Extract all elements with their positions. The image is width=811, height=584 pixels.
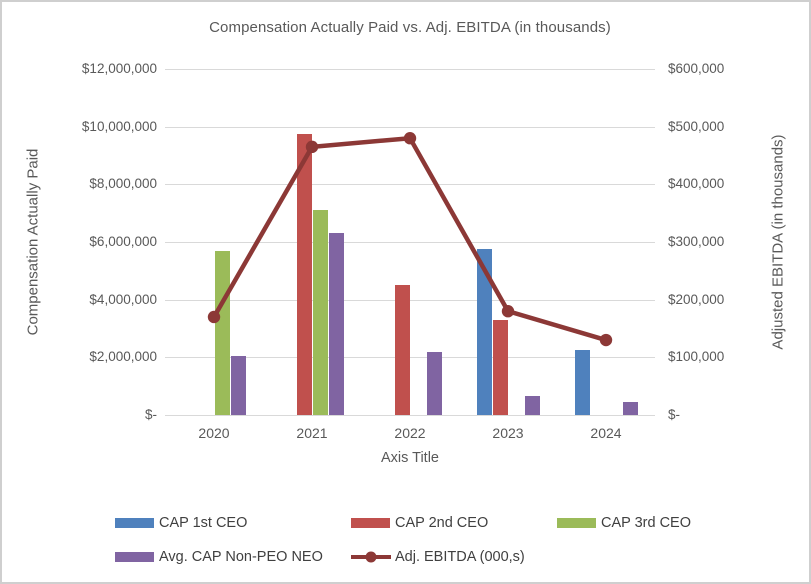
ebitda-line-marker-2020 [207,310,221,324]
right-axis-tick-label: $- [668,407,681,422]
right-axis-tick-label: $400,000 [668,176,725,192]
x-axis-tick-2023: 2023 [492,425,524,441]
gridline [165,126,655,128]
legend-swatch-icon [115,518,154,528]
gridline [165,184,655,186]
bar-cap-1st-ceo-2023 [476,249,492,415]
ebitda-line-marker-2023 [501,305,515,318]
right-axis-tick-label: $200,000 [668,291,725,307]
x-axis-line [165,415,655,416]
ebitda-line-layer [207,132,613,347]
bar-cap-3rd-ceo-2020 [214,250,230,415]
bar-cap-2nd-ceo-2021 [296,133,312,415]
legend-label: Avg. CAP Non-PEO NEO [159,549,323,565]
gridline [165,69,655,70]
right-axis-tick-label: $600,000 [668,61,725,76]
gridline [165,357,655,359]
bar-avg-cap-non-peo-neo-2024 [622,402,638,415]
left-axis-tick-label: $8,000,000 [89,176,157,192]
x-axis-tick-2020: 2020 [198,425,230,441]
right-axis-tick-label: $500,000 [668,118,725,134]
right-axis-tick-label: $100,000 [668,349,725,365]
legend-swatch-icon [557,518,596,528]
legend-item-adj-ebitda-000-s-: Adj. EBITDA (000,s) [351,548,525,566]
legend-swatch-icon [351,518,390,528]
x-axis-tick-2021: 2021 [296,425,328,441]
right-axis-tick-label: $300,000 [668,234,725,249]
x-axis-tick-2024: 2024 [590,425,622,441]
gridline [165,299,655,301]
legend-item-cap-2nd-ceo: CAP 2nd CEO [351,514,488,532]
bar-avg-cap-non-peo-neo-2022 [426,351,442,415]
legend-line-marker-icon [351,551,391,563]
bar-cap-1st-ceo-2024 [574,350,590,415]
legend-item-cap-1st-ceo: CAP 1st CEO [115,514,247,532]
ebitda-line [212,135,607,343]
gridline [165,242,655,243]
legend-item-cap-3rd-ceo: CAP 3rd CEO [557,514,691,532]
plot-area [165,69,655,416]
x-axis-tick-2022: 2022 [394,425,426,441]
bar-avg-cap-non-peo-neo-2023 [524,396,540,415]
legend-label: CAP 2nd CEO [395,515,489,531]
legend-label: Adj. EBITDA (000,s) [395,549,525,565]
chart-title: Compensation Actually Paid vs. Adj. EBIT… [209,19,611,36]
left-axis-tick-label: $- [144,407,157,422]
right-axis-title: Adjusted EBITDA (in thousands) [769,134,787,350]
bar-cap-3rd-ceo-2021 [312,210,328,415]
legend-dot-icon [365,551,377,563]
ebitda-line-marker-2022 [403,132,417,145]
bar-cap-2nd-ceo-2023 [492,319,508,415]
legend-label: CAP 3rd CEO [601,515,691,531]
bar-avg-cap-non-peo-neo-2020 [230,355,246,415]
x-axis-title: Axis Title [380,450,439,466]
ebitda-line-marker-2024 [599,333,613,347]
legend-item-avg-cap-non-peo-neo: Avg. CAP Non-PEO NEO [115,548,323,566]
left-axis-tick-label: $12,000,000 [81,61,157,76]
bar-cap-2nd-ceo-2022 [394,285,410,415]
legend-label: CAP 1st CEO [159,515,248,531]
legend-swatch-icon [115,552,154,562]
left-axis-tick-label: $10,000,000 [81,118,157,134]
ebitda-line-marker-2021 [305,140,319,154]
left-axis-tick-label: $6,000,000 [89,234,157,249]
left-axis-tick-label: $2,000,000 [89,349,157,365]
left-axis-tick-label: $4,000,000 [89,291,157,307]
bar-avg-cap-non-peo-neo-2021 [328,233,344,415]
